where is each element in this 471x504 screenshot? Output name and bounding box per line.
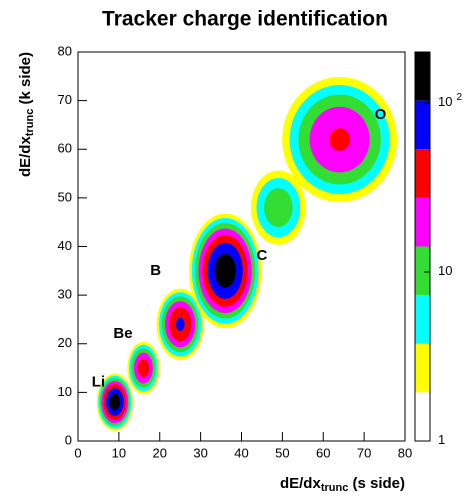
z-tick-exponent: 2 bbox=[456, 92, 462, 103]
y-tick-label: 40 bbox=[58, 238, 72, 253]
y-tick-label: 70 bbox=[58, 92, 72, 107]
x-tick-label: 80 bbox=[398, 445, 412, 460]
z-tick-text: 10 bbox=[438, 94, 452, 109]
y-label-main: dE/dx bbox=[17, 136, 34, 177]
colorbar-band bbox=[415, 295, 430, 344]
cluster-contour bbox=[329, 128, 350, 151]
z-tick-label: 10 bbox=[438, 263, 452, 278]
x-tick-label: 40 bbox=[234, 445, 248, 460]
y-axis-label: dE/dxtrunc (k side) bbox=[17, 52, 36, 177]
x-tick-label: 10 bbox=[112, 445, 126, 460]
colorbar-band bbox=[415, 343, 430, 393]
z-tick-text: 10 bbox=[438, 263, 452, 278]
y-tick-label: 30 bbox=[58, 287, 72, 302]
chart-title: Tracker charge identification bbox=[102, 8, 388, 31]
colorbar-frame bbox=[414, 51, 431, 442]
x-label-sub: trunc bbox=[321, 482, 349, 494]
colorbar-band bbox=[415, 197, 430, 247]
colorbar-band bbox=[415, 392, 430, 441]
x-tick-label: 20 bbox=[153, 445, 167, 460]
cluster-contour bbox=[175, 317, 185, 331]
colorbar-band bbox=[415, 246, 430, 296]
cluster-contour bbox=[214, 253, 236, 288]
x-label-rest: (s side) bbox=[348, 475, 405, 492]
y-tick-label: 20 bbox=[58, 335, 72, 350]
y-tick-label: 10 bbox=[58, 384, 72, 399]
x-tick-label: 0 bbox=[74, 445, 81, 460]
z-tick-label: 1 bbox=[438, 432, 445, 447]
cluster-label: B bbox=[150, 262, 161, 279]
cluster-label: Be bbox=[113, 325, 132, 342]
x-tick-label: 50 bbox=[275, 445, 289, 460]
cluster-label: O bbox=[375, 106, 387, 123]
colorbar-band bbox=[415, 149, 430, 198]
y-tick-label: 0 bbox=[65, 432, 72, 447]
z-tick-text: 1 bbox=[438, 432, 445, 447]
x-label-main: dE/dx bbox=[280, 475, 321, 492]
x-tick-label: 70 bbox=[357, 445, 371, 460]
y-tick-label: 60 bbox=[58, 141, 72, 156]
y-label-sub: trunc bbox=[24, 109, 36, 137]
colorbar-band bbox=[415, 100, 430, 150]
x-axis-label: dE/dxtrunc (s side) bbox=[280, 475, 405, 494]
y-tick-label: 50 bbox=[58, 189, 72, 204]
cluster-contour bbox=[264, 188, 293, 228]
x-tick-label: 60 bbox=[316, 445, 330, 460]
cluster-contour bbox=[109, 393, 121, 411]
y-tick-label: 80 bbox=[58, 43, 72, 58]
y-label-rest: (k side) bbox=[17, 52, 34, 109]
colorbar-band bbox=[415, 52, 430, 101]
x-tick-label: 30 bbox=[193, 445, 207, 460]
z-tick-label: 10 2 bbox=[438, 92, 462, 110]
cluster-label: C bbox=[257, 247, 268, 264]
cluster-label: Li bbox=[92, 374, 105, 391]
cluster-contour bbox=[137, 358, 150, 378]
